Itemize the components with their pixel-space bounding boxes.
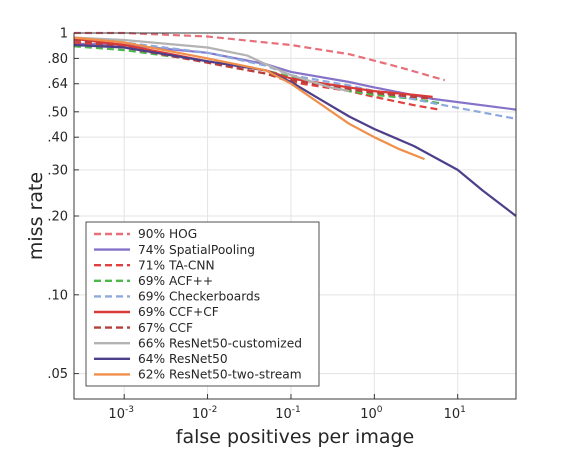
x-tick-exponent: 1 <box>460 405 466 415</box>
legend-label: 64% ResNet50 <box>138 352 228 366</box>
y-tick-label: .10 <box>47 288 68 303</box>
x-tick-label: 10-1 <box>275 405 301 422</box>
x-tick-exponent: -2 <box>208 405 217 415</box>
y-tick-label: .50 <box>47 105 68 120</box>
x-tick-label: 100 <box>360 405 383 422</box>
x-tick-label: 10-2 <box>192 405 218 422</box>
y-tick-label: 1 <box>60 27 68 42</box>
y-tick-label: .20 <box>47 210 68 225</box>
y-tick-label: .80 <box>47 52 68 67</box>
x-tick-exponent: -3 <box>125 405 134 415</box>
x-tick-exponent: 0 <box>377 405 383 415</box>
legend-label: 90% HOG <box>138 227 197 241</box>
y-tick-label: .64 <box>47 77 68 92</box>
legend-label: 69% CCF+CF <box>138 305 219 319</box>
y-tick-label: .40 <box>47 131 68 146</box>
legend-label: 67% CCF <box>138 321 193 335</box>
x-tick-label: 10-3 <box>108 405 134 422</box>
legend-label: 62% ResNet50-two-stream <box>138 368 302 382</box>
legend-label: 69% Checkerboards <box>138 290 260 304</box>
legend-label: 74% SpatialPooling <box>138 243 255 257</box>
x-tick-label: 101 <box>444 405 466 422</box>
x-tick-exponent: -1 <box>292 405 301 415</box>
legend-label: 71% TA-CNN <box>138 258 215 272</box>
y-axis-title: miss rate <box>25 172 47 260</box>
legend-label: 69% ACF++ <box>138 274 213 288</box>
y-tick-label: .30 <box>47 163 68 178</box>
y-tick-label: .05 <box>47 367 68 382</box>
legend-label: 66% ResNet50-customized <box>138 336 302 350</box>
x-axis-title: false positives per image <box>176 426 414 448</box>
